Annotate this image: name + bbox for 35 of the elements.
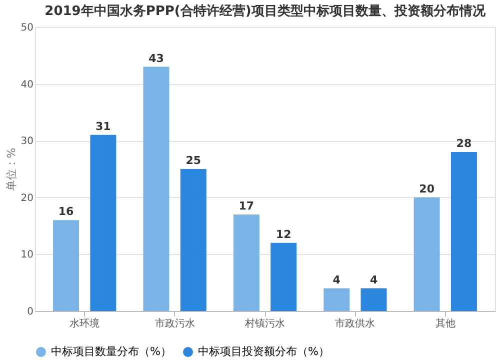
bar <box>90 134 116 311</box>
bar <box>143 66 170 311</box>
chart-title: 2019年中国水务PPP(合特许经营)项目类型中标项目数量、投资额分布情况 <box>44 3 486 19</box>
bar <box>270 242 297 311</box>
bar <box>324 288 350 311</box>
y-tick-label: 0 <box>27 306 34 318</box>
y-tick-label: 30 <box>20 136 34 148</box>
data-label: 20 <box>419 182 435 196</box>
y-tick-label: 40 <box>20 79 34 90</box>
y-tick-label: 10 <box>20 250 34 261</box>
x-tick-label: 市政污水 <box>154 318 195 330</box>
bar <box>233 214 260 311</box>
bar <box>360 288 387 311</box>
bar <box>53 220 80 311</box>
x-tick-label: 其他 <box>435 318 456 330</box>
data-label: 31 <box>96 120 111 133</box>
data-label: 25 <box>186 154 202 167</box>
bar <box>180 169 206 311</box>
legend-label: 中标项目数量分布（%） <box>51 345 172 358</box>
data-label: 28 <box>456 136 472 150</box>
data-label: 43 <box>148 52 164 65</box>
bar <box>414 197 440 311</box>
y-tick-label: 50 <box>20 22 34 34</box>
data-label: 4 <box>370 273 378 286</box>
data-label: 17 <box>238 199 254 212</box>
data-label: 16 <box>58 205 74 218</box>
y-tick-label: 20 <box>20 192 34 204</box>
bar <box>450 152 477 311</box>
data-label: 12 <box>276 228 292 241</box>
y-axis-title: 单位：% <box>4 148 18 192</box>
x-tick-label: 市政供水 <box>335 318 376 330</box>
data-label: 4 <box>332 273 341 286</box>
legend-label: 中标项目投资额分布（%） <box>198 345 330 358</box>
x-tick-label: 村镇污水 <box>244 318 285 330</box>
x-tick-label: 水环境 <box>70 318 100 330</box>
